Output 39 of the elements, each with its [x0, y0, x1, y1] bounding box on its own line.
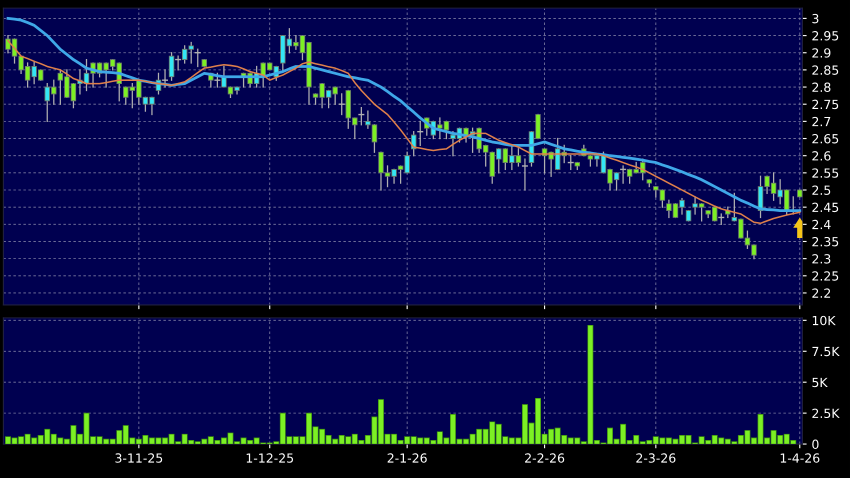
candlestick: [214, 72, 220, 88]
x-tick-label: 2-3-26: [636, 453, 676, 463]
y-tick-label: 2.35: [812, 236, 838, 246]
y-tick-label: 2.7: [812, 116, 830, 126]
y-tick-label: 2.45: [812, 202, 838, 212]
candlestick: [338, 93, 345, 116]
candlestick: [358, 107, 364, 126]
y-tick-label: 2.2: [812, 288, 830, 298]
y-tick-label: 7.5K: [812, 346, 840, 356]
y-tick-label: 2.4: [812, 220, 831, 230]
y-tick-label: 2.3: [812, 254, 830, 264]
candlestick: [620, 165, 626, 184]
y-tick-label: 10K: [812, 316, 836, 326]
y-tick-label: 2.85: [812, 65, 838, 75]
y-tick-label: 2.55: [812, 168, 838, 178]
y-tick-label: 2.6: [812, 151, 831, 161]
y-tick-label: 2.8: [812, 82, 830, 92]
x-tick-label: 1-4-26: [780, 453, 820, 463]
y-tick-label: 2.5K: [812, 408, 840, 418]
candlestick: [194, 48, 201, 68]
candlestick: [162, 69, 168, 88]
y-tick-label: 2.65: [812, 134, 838, 144]
y-tick-label: 2.75: [812, 100, 838, 110]
y-tick-label: 2.95: [812, 31, 838, 41]
y-tick-label: 5K: [812, 378, 828, 388]
x-tick-label: 2-1-26: [388, 453, 427, 463]
candlestick: [417, 120, 424, 146]
x-tick-label: 1-12-25: [246, 453, 294, 463]
y-tick-label: 2.9: [812, 48, 830, 58]
y-tick-label: 0: [812, 440, 819, 449]
candlestick: [522, 158, 528, 191]
line-series: [6, 17, 802, 212]
y-tick-label: 2.5: [812, 185, 830, 195]
y-tick-label: 2.25: [812, 271, 838, 281]
x-tick-label: 2-2-26: [525, 453, 564, 463]
x-tick-label: 3-11-25: [115, 453, 162, 463]
y-tick-label: 3: [812, 14, 818, 24]
candlestick: [175, 56, 182, 71]
candlestick: [686, 210, 692, 222]
